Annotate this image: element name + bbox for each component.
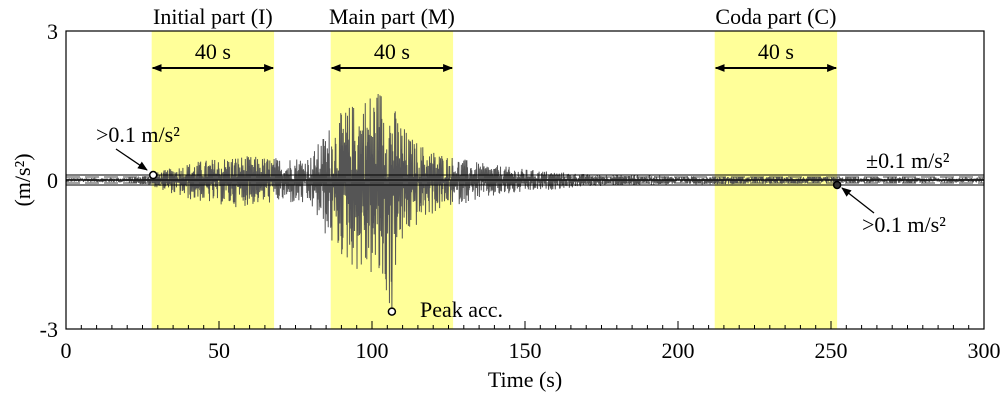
x-tick-label: 200	[662, 338, 695, 363]
threshold-label: ±0.1 m/s²	[866, 148, 950, 173]
marker-point	[148, 170, 158, 180]
marker-point	[387, 307, 397, 316]
marker-point	[832, 180, 842, 190]
x-tick-label: 100	[356, 338, 389, 363]
marker-arrow	[115, 148, 148, 171]
threshold-lines	[66, 174, 984, 186]
y-tick-label: 3	[47, 19, 58, 44]
annotations: Initial part (I) 40 s Main part (M) 40 s Cod…	[96, 4, 946, 322]
marker-arrow	[841, 187, 875, 214]
marker-label: Peak acc.	[420, 297, 503, 322]
marker-label: >0.1 m/s²	[96, 122, 180, 147]
window-title: Coda part (C)	[715, 4, 836, 29]
x-tick-label: 0	[61, 338, 72, 363]
x-axis-label: Time (s)	[488, 367, 562, 392]
x-tick-label: 50	[208, 338, 230, 363]
y-tick-label: 0	[47, 168, 58, 193]
marker-label: >0.1 m/s²	[862, 212, 946, 237]
y-tick-label: -3	[40, 317, 58, 342]
x-tick-label: 300	[968, 338, 1001, 363]
window-duration-label: 40 s	[758, 39, 794, 64]
window-duration-label: 40 s	[195, 39, 231, 64]
x-tick-label: 150	[509, 338, 542, 363]
x-tick-label: 250	[815, 338, 848, 363]
window-title: Initial part (I)	[153, 4, 273, 29]
window-title: Main part (M)	[329, 4, 455, 29]
window-duration-label: 40 s	[374, 39, 410, 64]
y-axis-label: (m/s²)	[10, 153, 35, 206]
